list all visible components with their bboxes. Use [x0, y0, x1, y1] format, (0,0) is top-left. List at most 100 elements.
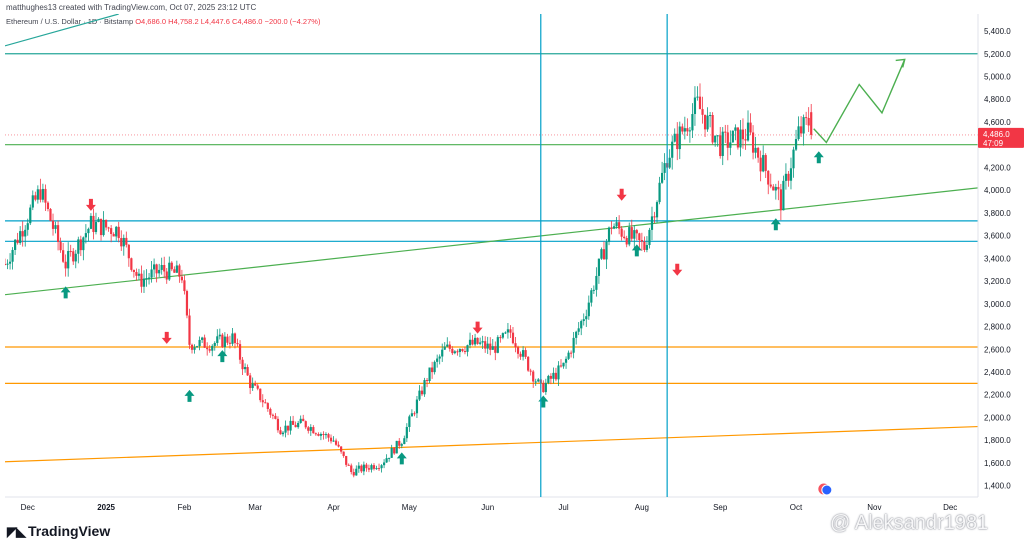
candle-body	[496, 337, 499, 353]
candle-body	[289, 420, 292, 431]
candle-body	[655, 202, 659, 218]
candle-body	[110, 228, 113, 234]
candle-body	[142, 278, 146, 287]
candle-body	[570, 352, 573, 354]
candle-body	[213, 342, 216, 346]
candle-body	[324, 434, 328, 436]
candle-body	[36, 189, 39, 200]
candle-body	[714, 135, 717, 143]
candle-body	[428, 367, 431, 382]
candle-body	[602, 249, 606, 260]
candle-body	[21, 231, 24, 237]
candle-body	[777, 186, 780, 190]
candle-body	[486, 343, 489, 349]
candle-body	[135, 271, 138, 276]
candle-body	[398, 440, 401, 446]
candle-body	[370, 465, 373, 470]
candle-body	[433, 361, 436, 373]
candle-body	[787, 173, 790, 181]
low-value: L4,447.6	[200, 17, 230, 26]
x-tick-label: Dec	[943, 503, 957, 512]
candle-body	[14, 239, 17, 250]
candle-body	[559, 365, 563, 367]
candle-body	[660, 172, 664, 183]
candle-body	[623, 236, 626, 238]
candle-body	[233, 333, 237, 344]
y-tick-label: 2,200.0	[984, 391, 1011, 400]
candle-body	[269, 408, 272, 415]
candle-body	[69, 251, 72, 253]
candle-body	[16, 239, 19, 244]
candle-body	[456, 351, 459, 353]
candle-body	[261, 400, 264, 403]
candle-body	[638, 233, 641, 240]
candle-body	[746, 122, 750, 141]
candle-body	[519, 353, 522, 357]
candle-body	[304, 421, 307, 428]
candle-body	[74, 253, 77, 262]
candle-body	[137, 273, 141, 276]
tradingview-brand[interactable]: ◤◣ TradingView	[7, 523, 110, 540]
x-tick-label: Nov	[867, 503, 881, 512]
candle-body	[580, 321, 583, 329]
candle-body	[719, 135, 722, 157]
candle-body	[567, 352, 570, 359]
candle-body	[195, 346, 199, 348]
candle-body	[163, 265, 166, 272]
candle-body	[413, 413, 416, 415]
candle-body	[731, 130, 734, 143]
candle-body	[150, 269, 153, 278]
candle-body	[792, 149, 795, 169]
candle-body	[405, 426, 408, 439]
candle-body	[41, 188, 45, 200]
y-tick-label: 3,800.0	[984, 209, 1011, 218]
price-badge-price: 4,486.0	[983, 130, 1010, 139]
candle-body	[683, 128, 686, 132]
candle-body	[597, 258, 601, 276]
candle-body	[729, 142, 732, 148]
candle-body	[524, 350, 527, 357]
candle-body	[481, 341, 484, 343]
candle-body	[11, 249, 14, 262]
candle-body	[802, 117, 805, 134]
candle-body	[418, 390, 421, 400]
y-tick-label: 1,600.0	[984, 459, 1011, 468]
candle-body	[537, 379, 540, 382]
candle-body	[443, 346, 446, 350]
candle-body	[347, 464, 350, 466]
candle-body	[415, 399, 419, 414]
candle-body	[89, 215, 93, 229]
candle-body	[155, 264, 158, 274]
candle-body	[726, 132, 729, 148]
candle-body	[504, 332, 507, 334]
up-arrow-icon	[538, 395, 549, 408]
open-value: O4,686.0	[135, 17, 167, 26]
candle-body	[640, 239, 643, 242]
candle-body	[562, 362, 565, 367]
y-tick-label: 4,000.0	[984, 186, 1011, 195]
candle-body	[203, 337, 206, 348]
candle-body	[360, 465, 363, 472]
candle-body	[610, 227, 613, 229]
candle-body	[754, 147, 757, 153]
candle-body	[423, 380, 426, 395]
candle-body	[8, 261, 12, 264]
candle-body	[393, 447, 396, 454]
candle-body	[476, 337, 479, 344]
y-tick-label: 5,400.0	[984, 27, 1011, 36]
candle-body	[741, 129, 745, 140]
trend-line	[5, 14, 119, 47]
candle-body	[254, 383, 257, 386]
candle-body	[160, 265, 163, 270]
candle-body	[274, 415, 277, 419]
candle-body	[24, 229, 27, 237]
candle-body	[153, 264, 156, 270]
candle-body	[266, 403, 269, 409]
candle-body	[709, 115, 712, 117]
plot-area	[5, 14, 978, 478]
candle-body	[724, 131, 727, 133]
candle-body	[299, 418, 302, 423]
candle-body	[342, 451, 345, 456]
candle-body	[721, 131, 724, 157]
